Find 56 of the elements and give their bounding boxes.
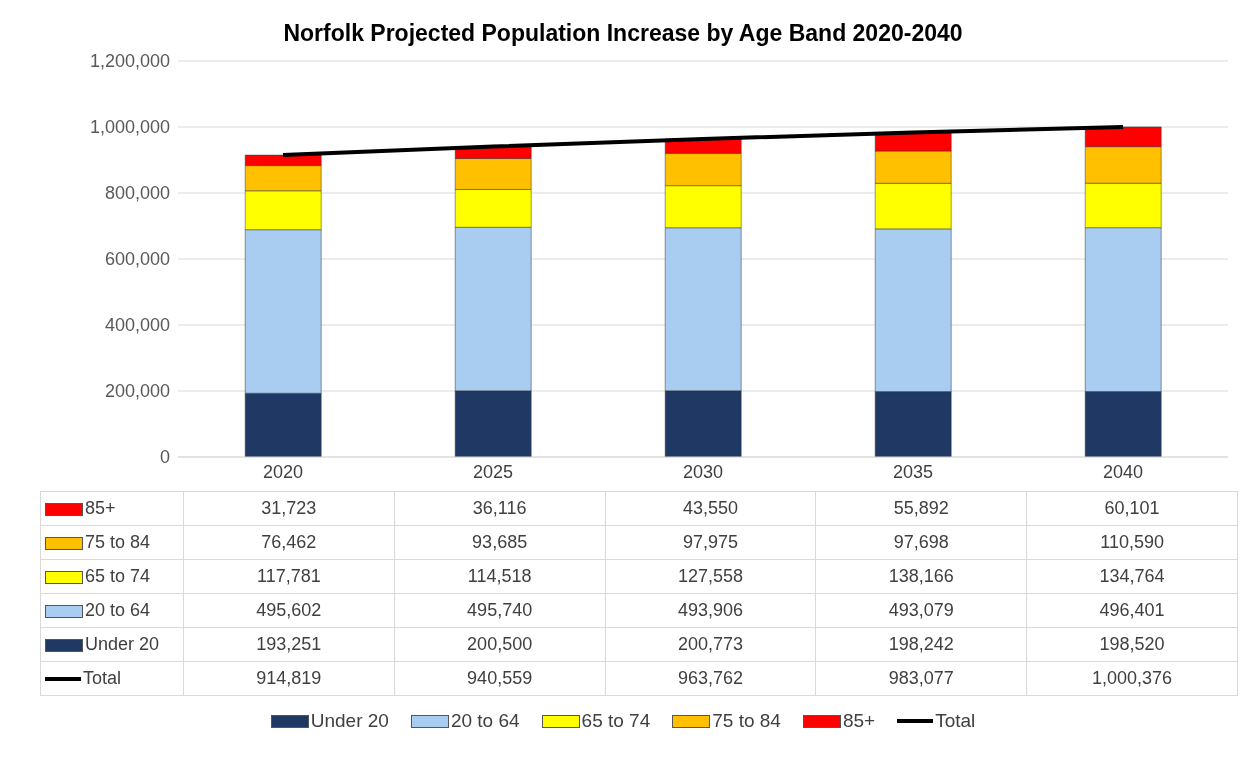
data-label: 97,975 <box>605 525 816 560</box>
text: 75 to 84 <box>712 710 781 731</box>
y-tick-label: 0 <box>159 447 170 468</box>
legend-label: 75 to 84 <box>40 525 184 560</box>
data-label: 914,819 <box>183 661 395 696</box>
y-tick-label: 200,000 <box>104 381 170 402</box>
x-tick-label: 2035 <box>892 461 934 482</box>
data-label: 97,698 <box>815 525 1027 560</box>
data-label: 1,000,376 <box>1026 661 1238 696</box>
line-series <box>281 124 1125 158</box>
y-tick-label: 1,000,000 <box>89 117 170 138</box>
data-label: 963,762 <box>605 661 816 696</box>
legend-label: 85+ <box>40 491 184 526</box>
data-label: 198,242 <box>815 627 1027 662</box>
data-label: 198,520 <box>1026 627 1238 662</box>
legend-label: 65 to 74 <box>40 559 184 594</box>
text: Under 20 <box>310 710 389 731</box>
legend-label: Under 20 <box>40 627 184 662</box>
data-label: 193,251 <box>183 627 395 662</box>
data-label: 60,101 <box>1026 491 1238 526</box>
data-label: 493,906 <box>605 593 816 628</box>
legend-label: Total <box>40 661 184 696</box>
x-tick-label: 2020 <box>262 461 304 482</box>
data-label: 117,781 <box>183 559 395 594</box>
y-tick-label: 800,000 <box>104 183 170 204</box>
y-tick-label: 600,000 <box>104 249 170 270</box>
data-label: 200,773 <box>605 627 816 662</box>
data-label: 200,500 <box>394 627 606 662</box>
data-label: 493,079 <box>815 593 1027 628</box>
data-label: 114,518 <box>394 559 606 594</box>
data-label: 496,401 <box>1026 593 1238 628</box>
data-label: 31,723 <box>183 491 395 526</box>
x-tick-label: 2040 <box>1102 461 1144 482</box>
data-label: 110,590 <box>1026 525 1238 560</box>
data-label: 134,764 <box>1026 559 1238 594</box>
text: 65 to 74 <box>581 710 651 731</box>
data-label: 43,550 <box>605 491 816 526</box>
data-label: 55,892 <box>815 491 1027 526</box>
data-label: 36,116 <box>394 491 606 526</box>
data-label: 940,559 <box>394 661 606 696</box>
data-label: 983,077 <box>815 661 1027 696</box>
text: 85+ <box>842 710 876 731</box>
data-label: 93,685 <box>394 525 606 560</box>
legend-label: 20 to 64 <box>40 593 184 628</box>
text: Total <box>935 710 976 731</box>
data-label: 138,166 <box>815 559 1027 594</box>
text: 20 to 64 <box>450 710 520 731</box>
x-tick-label: 2030 <box>682 461 724 482</box>
data-label: 495,602 <box>183 593 395 628</box>
y-tick-label: 400,000 <box>104 315 170 336</box>
data-label: 127,558 <box>605 559 816 594</box>
x-tick-label: 2025 <box>472 461 514 482</box>
data-label: 495,740 <box>394 593 606 628</box>
data-label: 76,462 <box>183 525 395 560</box>
chart-title: Norfolk Projected Population Increase by Age Band 2020-2040 <box>282 20 964 47</box>
y-tick-label: 1,200,000 <box>89 51 170 72</box>
